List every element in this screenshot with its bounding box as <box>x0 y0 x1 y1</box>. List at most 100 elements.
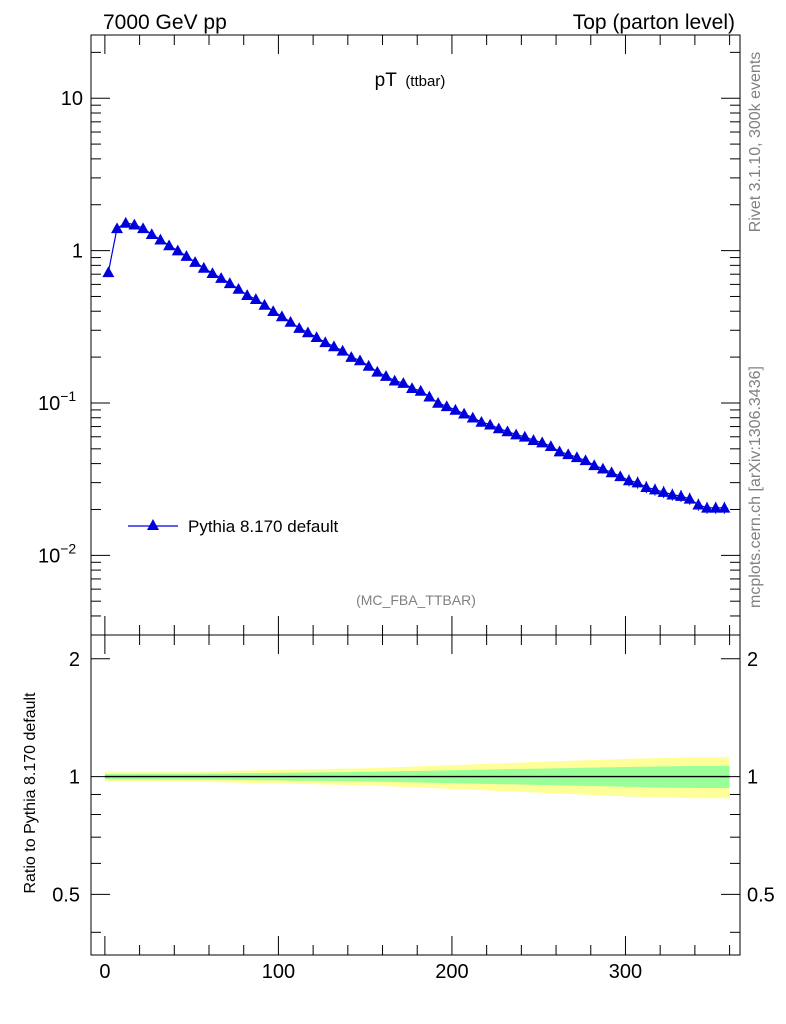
main-y-tick-label: 10 <box>61 88 83 110</box>
data-point <box>284 315 297 327</box>
main-x-ticks <box>104 35 731 635</box>
series-pythia <box>102 216 731 514</box>
ratio-axis: 0 100 200 300 0.5 0.5 1 1 2 2 <box>52 635 775 983</box>
data-point <box>492 422 505 434</box>
data-point <box>423 390 436 402</box>
data-point <box>440 400 453 412</box>
data-point <box>119 216 132 228</box>
data-point <box>657 486 670 497</box>
header-process: Top (parton level) <box>573 11 735 34</box>
data-point <box>371 365 384 377</box>
data-point <box>718 501 731 513</box>
ratio-y-tick-label-right: 0.5 <box>747 884 775 906</box>
data-point <box>353 354 366 366</box>
data-point <box>579 454 592 466</box>
ratio-ylabel: Ratio to Pythia 8.170 default <box>22 692 39 894</box>
data-point <box>675 490 687 501</box>
data-point <box>622 474 635 486</box>
data-point <box>484 418 497 430</box>
data-point <box>414 384 427 396</box>
ratio-y-tick-label-left: 1 <box>69 767 80 789</box>
data-point <box>327 340 340 352</box>
ratio-x-tick-label: 200 <box>435 961 468 983</box>
data-point <box>189 256 202 267</box>
ratio-y-tick-label-left: 0.5 <box>52 884 80 906</box>
data-point <box>501 425 514 437</box>
main-y-tick-label: 1 <box>72 241 83 263</box>
main-y-tick-label: 10−1 <box>38 388 76 415</box>
data-point <box>301 326 314 338</box>
series-line <box>107 222 725 509</box>
data-point <box>171 244 184 256</box>
data-point <box>258 298 271 310</box>
data-point <box>701 501 714 513</box>
data-point <box>128 218 141 230</box>
data-point <box>518 430 531 442</box>
data-point <box>527 434 540 445</box>
data-point <box>145 228 158 240</box>
plot-title: pT (ttbar) <box>375 70 446 91</box>
ratio-bands <box>104 757 730 799</box>
data-point <box>319 336 332 348</box>
data-point <box>449 403 462 415</box>
data-point <box>232 282 245 294</box>
mcplots-note: mcplots.cern.ch [arXiv:1306.3436] <box>747 366 764 608</box>
data-point <box>249 293 262 304</box>
data-point <box>605 466 618 478</box>
main-y-tick-label: 10−2 <box>38 540 76 567</box>
data-point <box>458 407 471 419</box>
data-point <box>536 436 549 448</box>
data-point <box>432 396 445 408</box>
data-point <box>215 272 228 283</box>
ratio-x-tick-label: 100 <box>262 961 295 983</box>
data-point <box>475 415 488 427</box>
data-point <box>362 359 375 371</box>
legend: Pythia 8.170 default <box>128 517 339 536</box>
data-point <box>666 488 679 500</box>
ratio-x-tick-label: 0 <box>99 961 110 983</box>
data-point <box>648 483 661 495</box>
data-point <box>310 331 323 343</box>
data-point <box>640 481 653 492</box>
data-point <box>275 310 288 322</box>
data-point <box>614 470 627 482</box>
data-point <box>154 233 167 245</box>
data-point <box>206 267 219 279</box>
data-point <box>180 250 193 261</box>
data-point <box>631 476 644 488</box>
data-point <box>562 448 575 460</box>
main-plot-frame <box>90 34 741 636</box>
ratio-x-tick-label: 300 <box>609 961 642 983</box>
analysis-label: (MC_FBA_TTBAR) <box>356 592 476 608</box>
plot-title-sub: (ttbar) <box>405 73 445 90</box>
data-point <box>709 501 722 513</box>
data-point <box>570 451 583 463</box>
ratio-plot-frame <box>90 634 741 956</box>
data-point <box>397 377 410 388</box>
data-point <box>102 266 115 278</box>
data-point <box>588 459 601 471</box>
data-point <box>388 374 401 386</box>
ratio-y-tick-label-left: 2 <box>69 649 80 671</box>
data-point <box>197 261 210 273</box>
ratio-y-tick-label-right: 2 <box>747 649 758 671</box>
data-point <box>293 322 306 333</box>
data-point <box>163 239 176 251</box>
data-point <box>692 498 705 510</box>
header-energy: 7000 GeV pp <box>103 11 227 34</box>
data-point <box>137 222 150 234</box>
legend-label: Pythia 8.170 default <box>188 517 339 536</box>
data-point <box>267 305 280 317</box>
data-point <box>683 492 696 504</box>
data-point <box>553 445 566 457</box>
rivet-note: Rivet 3.1.10, 300k events <box>747 52 764 233</box>
data-point <box>510 428 523 440</box>
data-point <box>466 411 479 423</box>
data-point <box>345 351 358 362</box>
main-y-axis: 10 1 10−1 10−2 <box>38 51 740 636</box>
plot-title-main: pT <box>375 70 398 91</box>
data-point <box>406 382 419 393</box>
data-point <box>241 289 254 300</box>
data-point <box>223 277 236 289</box>
data-point <box>596 462 609 474</box>
